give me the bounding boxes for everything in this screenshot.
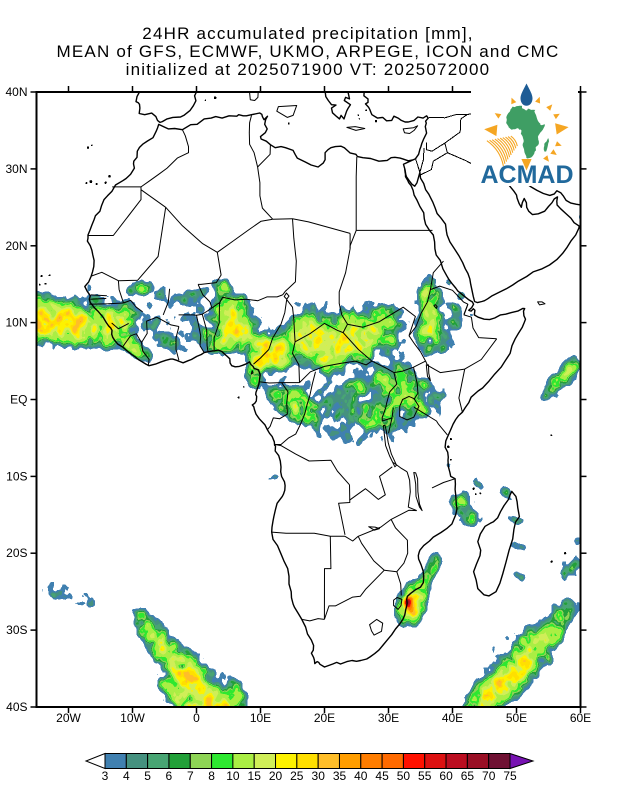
svg-text:50: 50 bbox=[397, 769, 411, 783]
svg-text:75: 75 bbox=[503, 769, 517, 783]
svg-text:30E: 30E bbox=[378, 711, 399, 725]
svg-text:40E: 40E bbox=[442, 711, 463, 725]
svg-text:15: 15 bbox=[248, 769, 262, 783]
svg-text:initialized at 2025071900 VT:: initialized at 2025071900 VT: 2025072000 bbox=[126, 60, 491, 79]
svg-text:24HR accumulated precipitation: 24HR accumulated precipitation [mm], bbox=[142, 24, 473, 43]
svg-text:30: 30 bbox=[312, 769, 326, 783]
svg-text:40: 40 bbox=[354, 769, 368, 783]
svg-text:EQ: EQ bbox=[10, 393, 27, 407]
svg-text:30N: 30N bbox=[5, 162, 27, 176]
svg-text:20W: 20W bbox=[56, 711, 81, 725]
svg-text:20S: 20S bbox=[6, 546, 27, 560]
svg-text:5: 5 bbox=[144, 769, 151, 783]
svg-text:10N: 10N bbox=[5, 316, 27, 330]
svg-text:40S: 40S bbox=[6, 700, 27, 714]
svg-text:20E: 20E bbox=[314, 711, 335, 725]
svg-text:35: 35 bbox=[333, 769, 347, 783]
svg-text:30S: 30S bbox=[6, 623, 27, 637]
svg-text:45: 45 bbox=[375, 769, 389, 783]
svg-text:40N: 40N bbox=[5, 85, 27, 99]
svg-text:55: 55 bbox=[418, 769, 432, 783]
svg-text:70: 70 bbox=[482, 769, 496, 783]
svg-text:65: 65 bbox=[461, 769, 475, 783]
svg-text:60E: 60E bbox=[570, 711, 591, 725]
svg-text:8: 8 bbox=[208, 769, 215, 783]
svg-text:3: 3 bbox=[102, 769, 109, 783]
svg-text:25: 25 bbox=[290, 769, 304, 783]
svg-text:10: 10 bbox=[226, 769, 240, 783]
svg-text:6: 6 bbox=[166, 769, 173, 783]
svg-text:10S: 10S bbox=[6, 469, 27, 483]
svg-text:50E: 50E bbox=[506, 711, 527, 725]
svg-text:MEAN of GFS, ECMWF, UKMO, ARPE: MEAN of GFS, ECMWF, UKMO, ARPEGE, ICON a… bbox=[57, 42, 560, 61]
svg-text:4: 4 bbox=[123, 769, 130, 783]
svg-text:ACMAD: ACMAD bbox=[480, 161, 573, 189]
svg-text:20: 20 bbox=[269, 769, 283, 783]
svg-text:10E: 10E bbox=[250, 711, 271, 725]
svg-text:10W: 10W bbox=[120, 711, 145, 725]
svg-text:0: 0 bbox=[193, 711, 200, 725]
svg-text:7: 7 bbox=[187, 769, 194, 783]
svg-text:60: 60 bbox=[439, 769, 453, 783]
svg-text:20N: 20N bbox=[5, 239, 27, 253]
